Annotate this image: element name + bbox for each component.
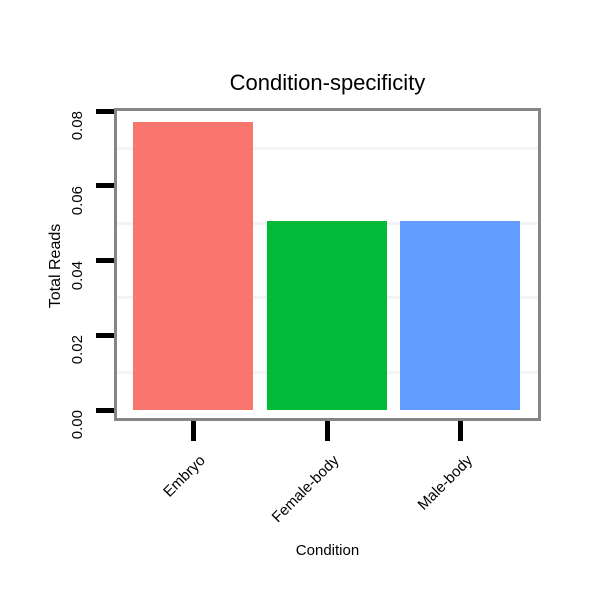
bar-male-body xyxy=(400,221,520,410)
y-tick-mark xyxy=(96,258,114,264)
y-axis-title: Total Reads xyxy=(47,223,64,309)
bar-female-body xyxy=(267,221,387,410)
y-tick-label: 0.00 xyxy=(69,410,86,440)
x-tick-mark xyxy=(190,421,196,441)
y-tick-label: 0.06 xyxy=(69,185,86,216)
y-tick-label: 0.04 xyxy=(69,260,86,290)
x-tick-mark xyxy=(457,421,463,441)
y-tick-mark xyxy=(96,108,114,114)
x-tick-label: Female-body xyxy=(269,452,344,526)
y-tick-mark xyxy=(96,183,114,189)
x-tick-label: Embryo xyxy=(160,452,210,501)
x-axis-title: Condition xyxy=(295,542,360,559)
y-tick-mark xyxy=(96,332,114,338)
bar-embryo xyxy=(133,122,253,410)
y-tick-label: 0.02 xyxy=(69,335,86,365)
y-tick-mark xyxy=(96,407,114,413)
y-tick-label: 0.08 xyxy=(69,111,86,141)
plot-panel xyxy=(114,108,541,421)
minor-gridline xyxy=(117,147,538,151)
x-tick-mark xyxy=(324,421,330,441)
chart-title: Condition-specificity xyxy=(229,70,426,95)
x-tick-label: Male-body xyxy=(414,452,477,514)
